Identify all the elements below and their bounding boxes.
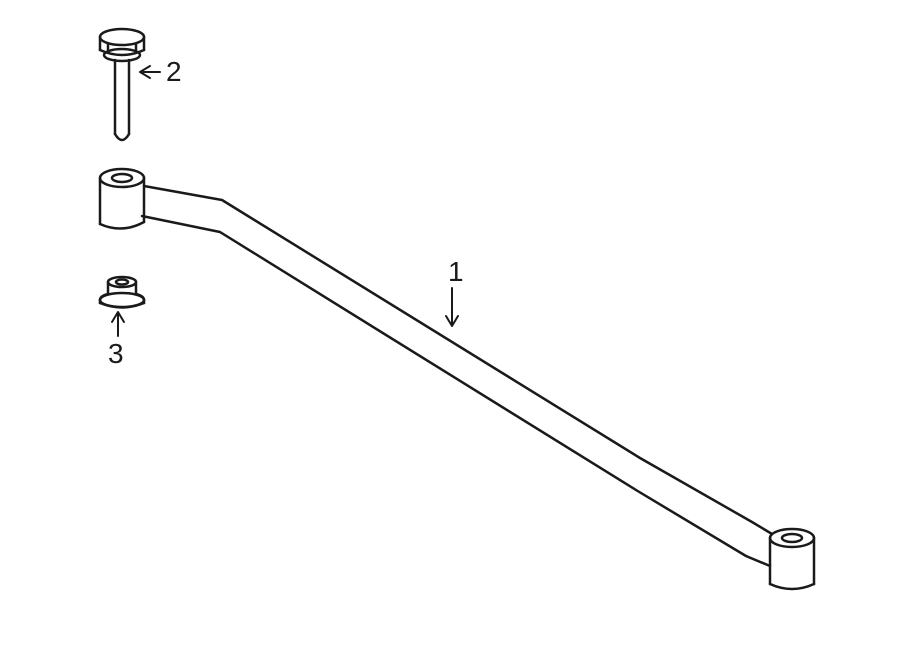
callout-label-1: 1 <box>448 256 464 288</box>
callout-arrows <box>112 66 458 336</box>
callout-label-3: 3 <box>108 338 124 370</box>
track-bar-part <box>100 169 814 589</box>
callout-label-2: 2 <box>166 56 182 88</box>
parts-diagram <box>0 0 900 661</box>
bolt-part <box>100 29 144 140</box>
nut-part <box>100 277 144 308</box>
